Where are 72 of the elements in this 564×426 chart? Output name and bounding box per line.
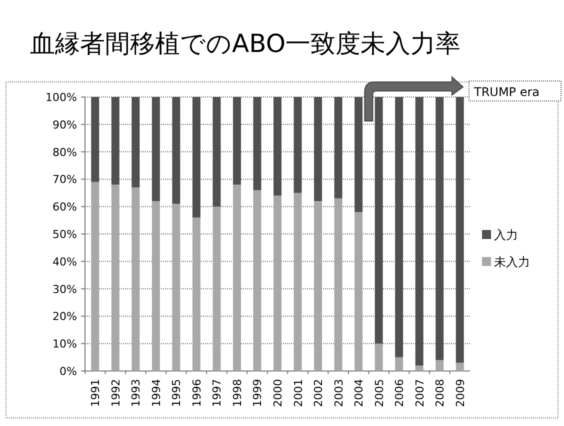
bar: [192, 218, 200, 371]
x-tick-label: 1994: [150, 379, 163, 407]
bar: [456, 362, 464, 371]
bar: [415, 366, 424, 371]
bar: [395, 97, 404, 358]
bar: [253, 97, 262, 190]
bar: [395, 357, 404, 371]
bar: [132, 97, 140, 188]
x-tick-label: 1993: [130, 379, 143, 407]
bar: [91, 182, 100, 371]
bar: [294, 97, 302, 193]
y-tick-label: 40%: [52, 255, 77, 268]
bar: [232, 184, 241, 371]
bar: [232, 97, 241, 185]
legend-label: 未入力: [494, 255, 530, 269]
bar: [354, 97, 363, 212]
y-tick-label: 10%: [52, 338, 77, 351]
x-tick-label: 2003: [332, 379, 346, 407]
bar: [294, 192, 302, 371]
x-tick-label: 2008: [434, 379, 447, 407]
x-tick-label: 1992: [109, 379, 122, 407]
bar: [334, 97, 342, 198]
bar: [314, 201, 322, 371]
x-tick-label: 2005: [372, 379, 386, 407]
y-tick-label: 100%: [46, 91, 77, 104]
x-tick-label: 1991: [89, 379, 102, 407]
x-tick-label: 1995: [170, 379, 184, 407]
bar: [152, 201, 160, 371]
bar: [436, 97, 444, 360]
bar: [152, 97, 160, 202]
text: TRUMP era: [473, 85, 540, 99]
x-tick-label: 2004: [352, 379, 366, 407]
bar: [354, 212, 363, 371]
x-tick-label: 1998: [230, 379, 244, 407]
x-tick-label: 2007: [413, 379, 426, 407]
x-tick-label: 1997: [210, 379, 224, 407]
bar: [415, 97, 424, 366]
x-tick-label: 1996: [190, 379, 204, 407]
bar: [111, 184, 120, 371]
y-tick-label: 90%: [52, 118, 77, 132]
bar: [374, 97, 383, 344]
bar: [274, 196, 282, 371]
bar: [212, 97, 221, 207]
bar: [192, 97, 200, 218]
bar: [91, 97, 100, 182]
bar: [132, 187, 140, 371]
x-tick-label: 2001: [292, 379, 305, 407]
y-tick-label: 70%: [52, 173, 77, 186]
bar: [456, 97, 464, 363]
bar: [374, 344, 383, 371]
bar: [212, 206, 221, 371]
bar: [172, 204, 180, 371]
x-tick-label: 2006: [393, 379, 406, 407]
y-tick-label: 20%: [52, 310, 77, 324]
x-tick-label: 1999: [251, 379, 264, 407]
chart-title: 血縁者間移植でのABO一致度未入力率: [30, 29, 460, 58]
y-tick-label: 30%: [52, 282, 77, 296]
x-tick-label: 2009: [454, 379, 467, 407]
x-tick-label: 2002: [312, 379, 326, 407]
bar: [253, 190, 262, 371]
bar: [172, 97, 180, 204]
bar: [436, 360, 444, 371]
y-tick-label: 0%: [60, 365, 77, 378]
y-tick-label: 60%: [52, 200, 77, 214]
y-tick-label: 50%: [52, 228, 77, 241]
bar: [274, 97, 282, 196]
y-tick-label: 80%: [52, 146, 77, 159]
bar: [334, 198, 342, 371]
legend-label: 入力: [494, 228, 518, 242]
bar: [314, 97, 322, 202]
bar: [111, 97, 120, 185]
x-tick-label: 2000: [272, 379, 284, 407]
